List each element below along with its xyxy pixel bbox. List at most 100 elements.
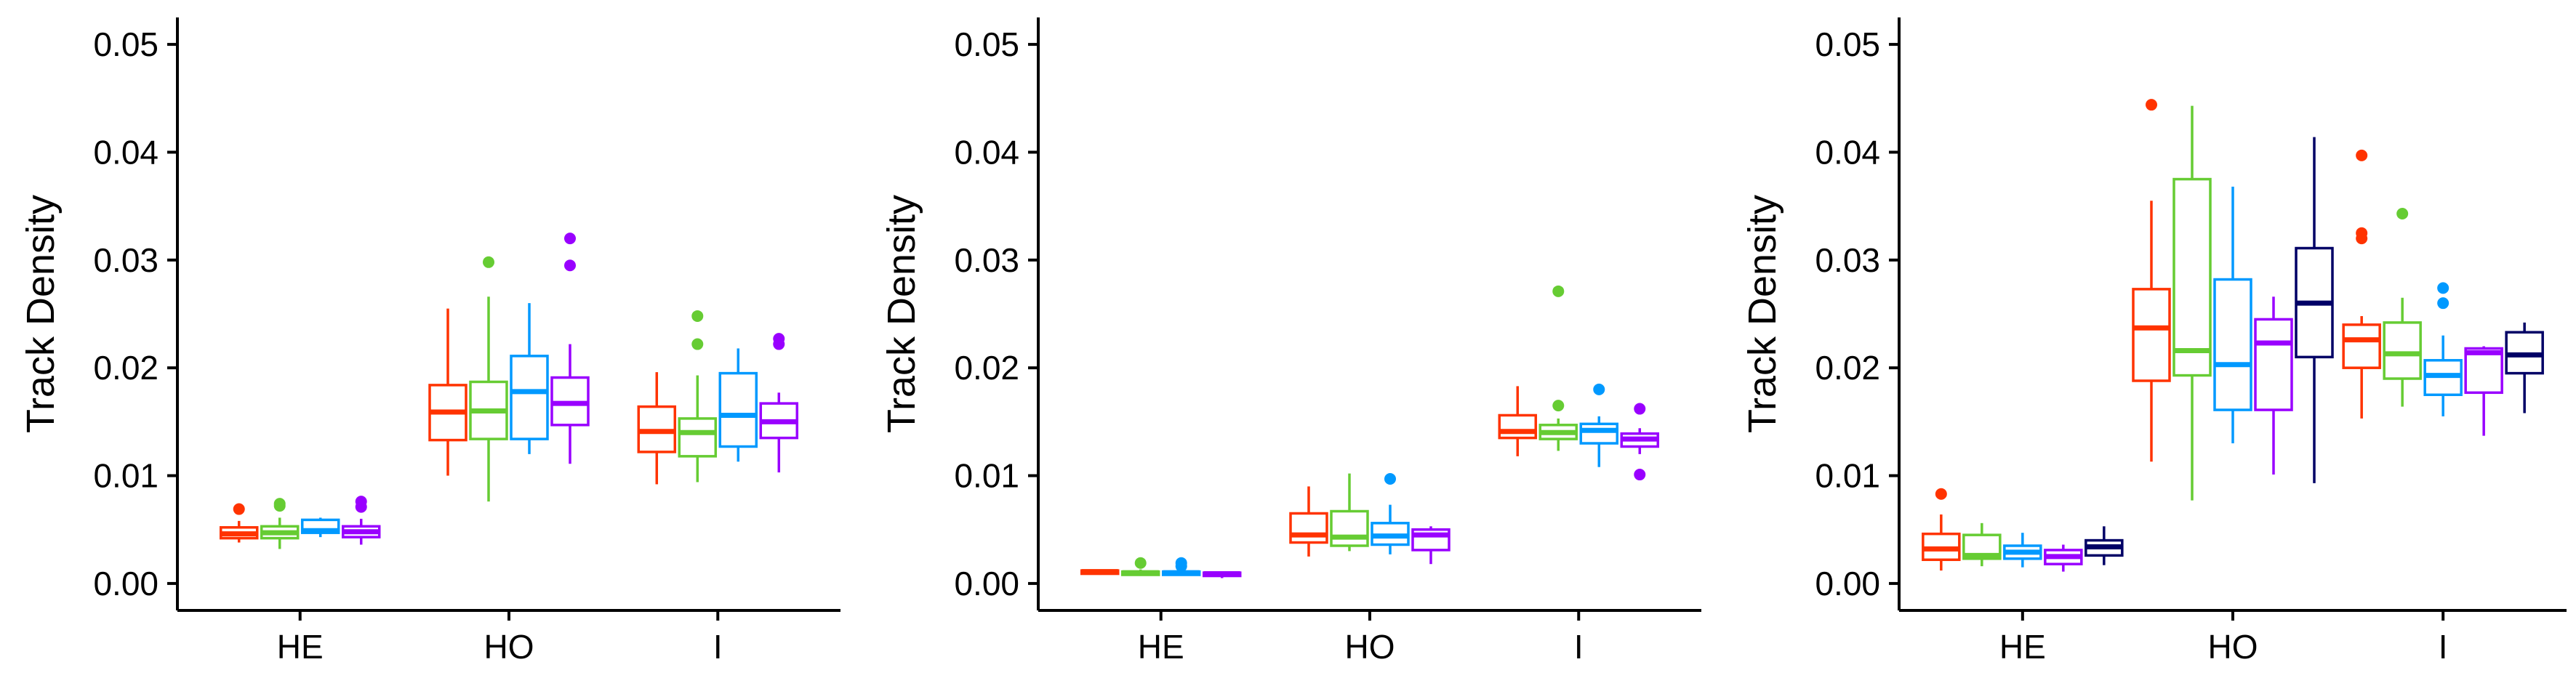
outlier-point [2356,227,2368,239]
panel-1: 0.00 0.01 0.02 0.03 0.04 0.05 Track Density HE H… [19,17,840,666]
box-he-3 [1161,557,1201,576]
y-tick-label: 0.01 [93,457,159,495]
outlier-point [691,338,704,350]
box-he-3 [300,517,340,538]
box-i-3 [2423,282,2463,416]
box-he-4 [1202,571,1242,578]
box-i-1 [637,372,677,485]
box-i-3 [1579,383,1619,467]
y-tick-label: 0.04 [1815,133,1880,171]
outlier-point [483,256,494,268]
y-tick-label: 0.01 [1815,457,1880,495]
y-tick-label: 0.00 [954,565,1019,602]
box-ho-5 [2295,137,2334,483]
box-he-4 [2044,544,2083,572]
outlier-point [1552,400,1565,412]
outlier-point [2437,297,2449,310]
box-ho-2 [1330,473,1369,552]
outlier-point [1384,472,1396,485]
box-i-4 [759,333,799,473]
box-he-5 [2085,526,2124,565]
panel-2: 0.00 0.01 0.02 0.03 0.04 0.05 Track Density HE H… [880,17,1701,666]
box-ho-3 [1371,472,1410,554]
box-ho-3 [2213,186,2252,444]
box-i-2 [1538,285,1578,451]
y-tick-label: 0.00 [93,565,159,602]
y-tick-label: 0.03 [954,241,1019,279]
outlier-point [1634,403,1646,415]
box-he-2 [260,498,300,549]
box-i-2 [2383,208,2422,407]
box-ho-1 [2132,99,2171,462]
box-i-4 [1620,403,1660,481]
outlier-point [1634,469,1646,481]
x-tick-label: HO [484,628,534,666]
y-tick-label: 0.02 [1815,349,1880,387]
panel-3: 0.00 0.01 0.02 0.03 0.04 0.05 Track Density HE H… [1741,17,2567,666]
y-tick-label: 0.05 [1815,25,1880,63]
y-tick-label: 0.03 [1815,241,1880,279]
iqr-box [2213,278,2252,411]
box-i-2 [678,310,718,483]
outlier-point [1134,557,1147,569]
iqr-box [1579,422,1619,445]
iqr-box [2254,318,2293,411]
iqr-box [678,417,718,458]
box-he-1 [219,503,259,543]
box-i-3 [718,348,758,462]
box-ho-2 [469,256,508,502]
box-ho-4 [2254,296,2293,475]
box-ho-3 [510,303,549,454]
outlier-point [2396,208,2409,220]
box-he-2 [1962,522,2002,567]
outlier-point [691,310,704,322]
outlier-point [1175,557,1187,569]
outlier-point [564,233,576,245]
x-tick-label: HE [277,628,324,666]
iqr-box [1498,413,1538,440]
outlier-point [1935,488,1947,500]
outlier-point [233,503,245,515]
y-tick-label: 0.05 [93,25,159,63]
box-he-3 [2003,533,2042,568]
outlier-point [564,259,576,272]
x-tick-label: I [1574,628,1584,666]
x-tick-label: I [713,628,723,666]
y-tick-label: 0.02 [93,349,159,387]
y-axis-title: Track Density [1741,195,1784,433]
y-tick-label: 0.01 [954,457,1019,495]
box-ho-4 [1411,526,1450,565]
y-axis-title: Track Density [880,195,923,433]
y-tick-label: 0.02 [954,349,1019,387]
x-tick-label: I [2439,628,2448,666]
outlier-point [355,496,367,508]
outlier-point [2437,282,2449,294]
box-i-5 [2505,322,2544,413]
iqr-box [2464,347,2503,395]
box-ho-1 [1289,486,1328,557]
x-tick-label: HO [2208,628,2258,666]
y-tick-label: 0.04 [954,133,1019,171]
iqr-box [2383,321,2422,380]
y-tick-label: 0.05 [954,25,1019,63]
iqr-box [2172,177,2212,377]
box-i-1 [2342,149,2381,419]
box-he-4 [341,496,381,545]
iqr-box [718,371,758,448]
x-tick-label: HO [1345,628,1395,666]
iqr-box [1289,512,1328,544]
outlier-point [273,498,286,510]
box-he-2 [1120,557,1160,576]
iqr-box [2132,288,2171,382]
y-axis-title: Track Density [19,195,63,433]
outlier-point [2356,149,2368,161]
box-ho-4 [550,233,590,464]
box-he-1 [1922,488,1961,571]
box-i-1 [1498,386,1538,456]
iqr-box [510,355,549,440]
outlier-point [773,333,785,345]
box-he-1 [1080,569,1120,576]
box-ho-1 [428,308,468,476]
iqr-box [1330,509,1369,547]
x-tick-label: HE [1999,628,2046,666]
